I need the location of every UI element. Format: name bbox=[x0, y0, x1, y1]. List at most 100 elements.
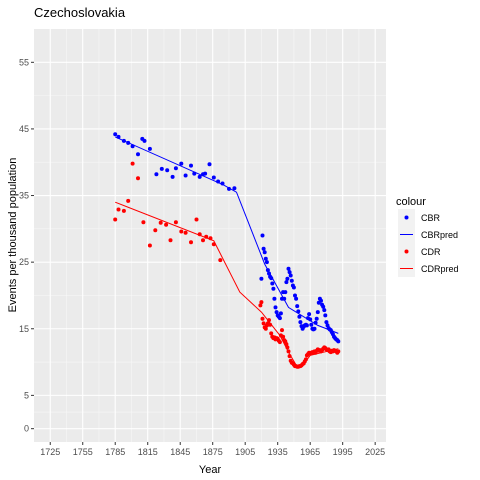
x-tick-label: 1725 bbox=[40, 447, 60, 457]
grid-major bbox=[34, 29, 386, 442]
legend-label: CDRpred bbox=[421, 264, 459, 274]
cbr-point bbox=[312, 326, 317, 331]
cdr-point bbox=[130, 161, 135, 166]
cbr-point bbox=[262, 250, 267, 255]
cdr-point bbox=[136, 176, 140, 181]
cdr-point bbox=[258, 303, 263, 308]
cdr-point bbox=[147, 243, 152, 248]
legend-key-point bbox=[404, 215, 409, 220]
cbr-point bbox=[321, 304, 326, 309]
cbr-point bbox=[315, 310, 320, 315]
cdr-point bbox=[116, 207, 121, 212]
cbr-point bbox=[211, 175, 216, 180]
cbrpred-line bbox=[114, 136, 339, 334]
cbr-point bbox=[179, 161, 184, 166]
cdr-point bbox=[263, 326, 268, 331]
cdr-point bbox=[121, 208, 126, 213]
cbr-point bbox=[287, 270, 292, 275]
cbr-point bbox=[291, 285, 296, 290]
cbr-point bbox=[189, 163, 193, 168]
cdr-point bbox=[183, 230, 188, 235]
cbr-point bbox=[278, 311, 283, 316]
cbr-point bbox=[183, 173, 188, 178]
legend-key-point bbox=[404, 249, 409, 254]
x-tick-label: 1905 bbox=[235, 447, 255, 457]
cbr-point bbox=[297, 314, 302, 319]
cbr-point bbox=[289, 278, 294, 283]
y-tick-label: 25 bbox=[19, 257, 29, 267]
cbr-point bbox=[298, 320, 303, 325]
y-tick-label: 35 bbox=[19, 191, 29, 201]
grid-minor bbox=[34, 29, 386, 442]
cdr-point bbox=[153, 228, 158, 233]
cbr-point bbox=[295, 304, 300, 309]
cdr-point bbox=[173, 220, 178, 225]
cdr-point bbox=[281, 334, 286, 339]
cbr-point bbox=[165, 168, 170, 173]
x-tick-label: 1785 bbox=[105, 447, 125, 457]
x-tick-labels: 1725 1755 1785 1815 1845 1875 1905 1935 1965 1995… bbox=[40, 447, 385, 457]
cbr-point bbox=[288, 273, 293, 278]
cbr-point bbox=[261, 246, 266, 251]
y-axis-title: Events per thousand population bbox=[7, 158, 19, 313]
cbr-point bbox=[142, 138, 147, 143]
cbr-point bbox=[307, 312, 312, 317]
legend-label: CBRpred bbox=[421, 230, 458, 240]
x-axis-title: Year bbox=[199, 464, 222, 476]
cbr-point bbox=[274, 310, 279, 315]
x-tick-label: 1845 bbox=[170, 447, 190, 457]
cdr-point bbox=[269, 331, 274, 336]
x-tick-label: 1755 bbox=[73, 447, 93, 457]
y-tick-label: 5 bbox=[24, 390, 29, 400]
plot-panel bbox=[34, 29, 386, 442]
cbr-point bbox=[154, 172, 159, 177]
cbr-point bbox=[270, 281, 275, 286]
legend-item-cdr: CDR bbox=[398, 243, 441, 260]
cdr-point bbox=[164, 222, 169, 227]
cbr-point bbox=[207, 162, 212, 167]
cbr-point bbox=[159, 166, 164, 171]
legend-entries: CBR CBRpred CDR CDRpred bbox=[398, 209, 459, 277]
cbr-point bbox=[260, 233, 265, 238]
cbr-point bbox=[322, 308, 327, 313]
cdr-point bbox=[259, 300, 264, 305]
cbr-point bbox=[336, 339, 341, 344]
cbr-point bbox=[314, 316, 319, 321]
cdr-point bbox=[201, 238, 205, 243]
cbr-point bbox=[323, 313, 328, 318]
cbr-point bbox=[324, 320, 329, 325]
cdr-point bbox=[126, 198, 131, 203]
cdr-point bbox=[141, 220, 146, 225]
series-layer bbox=[113, 132, 341, 369]
cdr-point bbox=[179, 229, 184, 234]
cbr-point bbox=[277, 316, 282, 321]
cbr-point bbox=[170, 174, 175, 179]
cbr-point bbox=[286, 266, 291, 271]
cbr-point bbox=[203, 171, 208, 176]
cbr-point bbox=[136, 152, 140, 157]
chart-title: Czechoslovakia bbox=[34, 5, 126, 20]
cbr-point bbox=[283, 290, 288, 295]
cdr-point bbox=[218, 258, 223, 263]
legend-item-cbr: CBR bbox=[398, 209, 441, 226]
y-tick-label: 55 bbox=[19, 57, 29, 67]
cbr-point bbox=[197, 174, 202, 179]
legend-item-cbrpred: CBRpred bbox=[398, 226, 458, 243]
cdr-point bbox=[336, 349, 341, 354]
cbr-point bbox=[232, 186, 237, 191]
cdr-point bbox=[113, 217, 118, 222]
legend-title: colour bbox=[396, 196, 426, 208]
cbr-point bbox=[147, 146, 152, 151]
cdr-point bbox=[261, 321, 266, 326]
cbr-point bbox=[284, 280, 289, 285]
legend-label: CDR bbox=[421, 247, 441, 257]
cbr-point bbox=[294, 296, 299, 301]
x-tick-label: 1965 bbox=[300, 447, 320, 457]
cbr-point bbox=[319, 298, 323, 303]
legend: colour CBR CBRpred CDR CDRpred bbox=[396, 196, 459, 277]
cbr-points bbox=[113, 132, 341, 344]
cdr-point bbox=[189, 240, 193, 245]
y-tick-label: 0 bbox=[24, 424, 29, 434]
cbr-point bbox=[264, 260, 269, 265]
